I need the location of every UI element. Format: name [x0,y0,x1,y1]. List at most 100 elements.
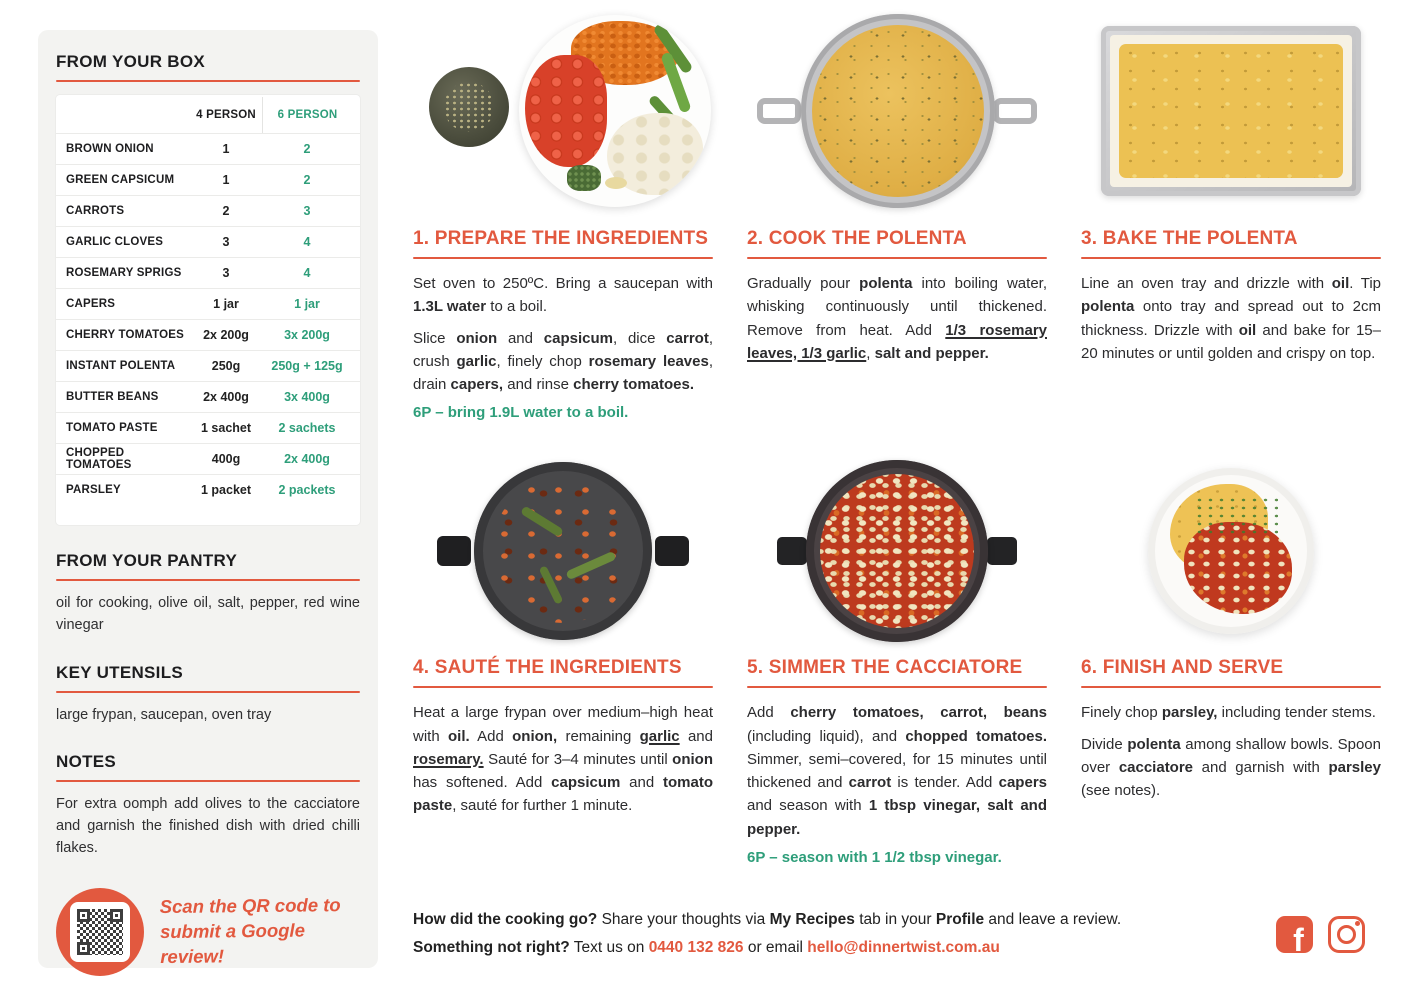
text-segment: remaining [557,727,640,745]
pot-handle [777,537,807,566]
orange-rule [413,257,713,259]
qr-finder [77,908,90,922]
footer: How did the cooking go? Share your thoug… [413,906,1213,962]
quantity-6-person: 2 [303,142,311,156]
from-your-box-title: FROM YOUR BOX [56,52,206,71]
text-segment: chopped tomatoes. [905,727,1047,745]
pot-handle [757,98,801,124]
review-caption-line1: Scan the QR code to [159,894,341,918]
step-card-6: 6. FINISH AND SERVE Finely chop parsley,… [1081,457,1381,866]
ingredient-name: BUTTER BEANS [66,391,159,403]
ingredient-name: PARSLEY [66,484,121,496]
text-segment: into boiling water, whisking continuousl… [747,275,1047,339]
text-segment: , dice [613,329,667,347]
table-header-row: 4 PERSON 6 PERSON [56,97,360,133]
text-segment: and bake for 15–20 minutes or until gold… [1081,321,1381,362]
ingredient-name: BROWN ONION [66,143,154,155]
text-segment: oil. [447,727,470,745]
box-ingredients-table: 4 PERSON 6 PERSON BROWN ONION 1 2 GREEN … [56,95,360,525]
text-segment: and season with [747,797,869,815]
table-row: INSTANT POLENTA 250g 250g + 125g [56,350,360,381]
review-caption: Scan the QR code to submit a Google revi… [160,893,361,970]
text-segment: Profile [935,911,985,928]
footer-contact-line: Something not right? Text us on 0440 132… [413,934,1213,962]
ingredient-name: GARLIC CLOVES [66,236,164,248]
text-segment: Set oven to 250ºC. Bring a saucepan with [413,275,713,292]
step-body: Set oven to 250ºC. Bring a saucepan with… [413,272,713,396]
pantry-text: oil for cooking, olive oil, salt, pepper… [56,595,360,633]
quantity-6-person: 3x 400g [284,390,330,404]
table-row: CHERRY TOMATOES 2x 200g 3x 200g [56,319,360,350]
email-link[interactable]: hello@dinnertwist.com.au [807,938,1000,956]
step-card-4: 4. SAUTÉ THE INGREDIENTS Heat a large fr… [413,457,713,866]
text-segment: and [679,727,713,745]
baking-paper [1110,35,1352,187]
phone-link[interactable]: 0440 132 826 [648,938,744,956]
photo-polenta-pot [747,10,1047,212]
steps-grid: 1. PREPARE THE INGREDIENTS Set oven to 2… [413,6,1381,866]
text-segment: 1/3 rosemary leaves, 1/3 garlic [747,321,1047,362]
text-segment: , drain [413,352,713,393]
step1-photo [413,6,713,216]
facebook-f-glyph: f [1293,921,1304,953]
quantity-4-person: 2 [222,204,230,218]
quantity-4-person: 3 [222,266,230,280]
table-header-6-person: 6 PERSON [262,97,352,133]
table-row: CARROTS 2 3 [56,195,360,226]
step-paragraph: Gradually pour polenta into boiling wate… [747,272,1047,365]
review-caption-line2: submit a Google review! [159,919,306,968]
text-segment: parsley, [1161,704,1218,722]
step-body: Heat a large frypan over medium–high hea… [413,701,713,817]
table-row: PARSLEY 1 packet 2 packets [56,474,360,505]
step-card-1: 1. PREPARE THE INGREDIENTS Set oven to 2… [413,6,713,421]
photo-polenta-tray [1081,13,1381,209]
pot-handle [993,98,1037,124]
text-segment: Sauté for 3–4 minutes until [483,750,673,768]
step-title: 3. BAKE THE POLENTA [1081,228,1298,249]
photo-saute-frypan [413,460,713,642]
quantity-4-person: 2x 400g [203,390,249,404]
text-segment: and rinse [503,376,574,393]
text-segment: or email [743,938,808,956]
text-segment: My Recipes [769,911,855,928]
footer-feedback-line: How did the cooking go? Share your thoug… [413,906,1213,934]
quantity-4-person: 1 packet [200,483,252,497]
text-segment: (see notes). [1081,782,1161,799]
text-segment: Simmer, semi–covered, for 15 minutes unt… [747,750,1047,791]
six-person-note: 6P – bring 1.9L water to a boil. [413,404,629,422]
text-segment: Slice [413,329,457,347]
table-row: BUTTER BEANS 2x 400g 3x 400g [56,381,360,412]
quantity-6-person: 2 packets [278,483,336,497]
qr-code-icon [70,901,130,962]
text-segment: Add [747,704,791,722]
photo-plated-dish [1081,463,1381,639]
qr-circle-badge [56,887,144,976]
step-paragraph: Line an oven tray and drizzle with oil. … [1081,272,1381,365]
qr-finder [77,941,90,955]
quantity-4-person: 400g [211,452,241,466]
quantity-4-person: 1 [222,173,230,187]
text-segment: , crush [413,329,713,370]
rosemary-sprig [567,165,601,191]
step-title: 1. PREPARE THE INGREDIENTS [413,228,709,249]
facebook-icon[interactable]: f [1276,916,1313,953]
text-segment: garlic [639,727,680,745]
text-segment: Finely chop [1081,704,1162,722]
notes-section: NOTES For extra oomph add olives to the … [56,752,360,859]
quantity-4-person: 1 sachet [200,421,252,435]
capsicum-strip [520,505,564,538]
instagram-icon[interactable] [1328,916,1365,953]
orange-rule [1081,686,1381,689]
step2-photo [747,6,1047,216]
notes-title: NOTES [56,752,117,772]
tomatoes-blob [525,55,607,167]
step-paragraph: Finely chop parsley, including tender st… [1081,701,1381,724]
text-segment: capers [998,774,1047,791]
quantity-4-person: 1 jar [213,297,239,311]
text-segment: polenta [1127,735,1181,753]
qr-finder [110,908,123,922]
parsley-garnish [1194,496,1278,537]
table-row: GARLIC CLOVES 3 4 [56,226,360,257]
ingredient-name: GREEN CAPSICUM [66,174,175,186]
